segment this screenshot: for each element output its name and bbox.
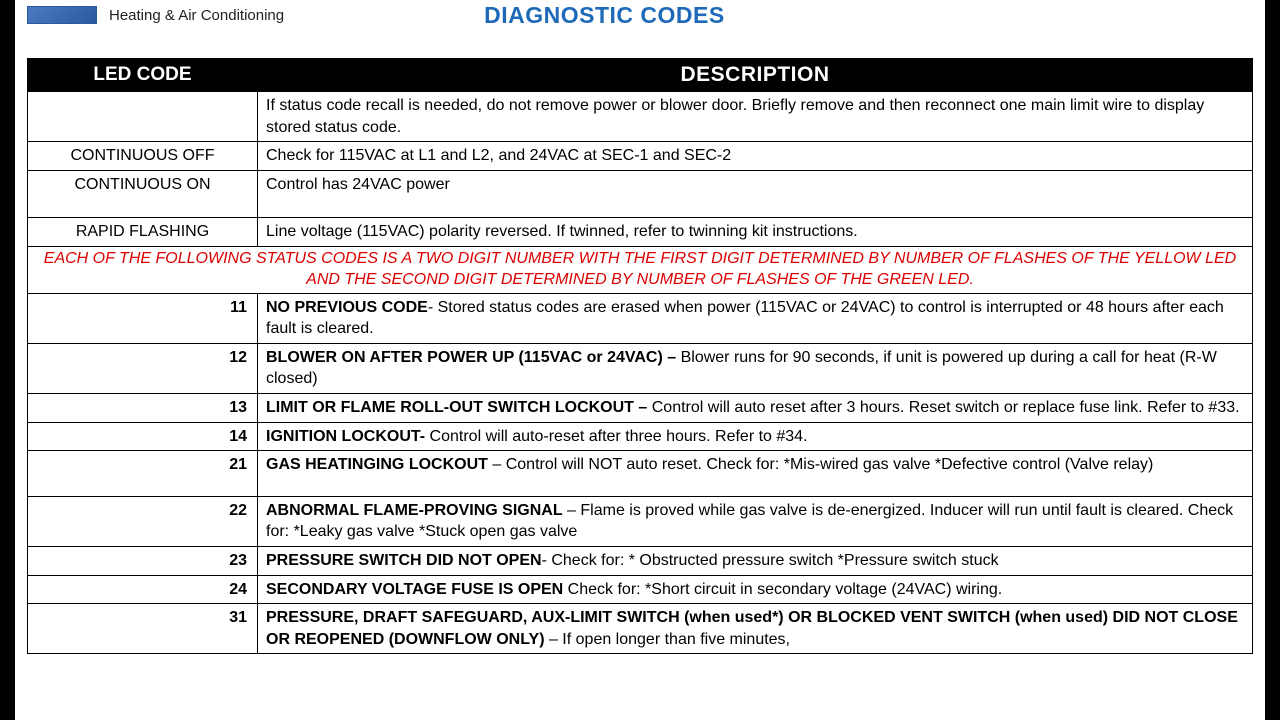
- led-code-cell: 11: [28, 293, 258, 343]
- code-detail: Control will auto reset after 3 hours. R…: [647, 399, 1239, 416]
- code-title: BLOWER ON AFTER POWER UP (115VAC or 24VA…: [266, 349, 676, 366]
- description-cell: GAS HEATINGING LOCKOUT – Control will NO…: [258, 451, 1253, 497]
- code-title: NO PREVIOUS CODE: [266, 299, 428, 316]
- description-cell: SECONDARY VOLTAGE FUSE IS OPEN Check for…: [258, 575, 1253, 604]
- table-row: 21GAS HEATINGING LOCKOUT – Control will …: [28, 451, 1253, 497]
- description-cell: Control has 24VAC power: [258, 170, 1253, 218]
- page-title: DIAGNOSTIC CODES: [484, 2, 725, 29]
- diagnostic-codes-table: LED CODE DESCRIPTION If status code reca…: [27, 58, 1253, 654]
- description-cell: LIMIT OR FLAME ROLL-OUT SWITCH LOCKOUT –…: [258, 393, 1253, 422]
- header: Heating & Air Conditioning DIAGNOSTIC CO…: [27, 0, 1253, 30]
- table-header-row: LED CODE DESCRIPTION: [28, 59, 1253, 92]
- led-code-cell: 22: [28, 496, 258, 546]
- document-page: Heating & Air Conditioning DIAGNOSTIC CO…: [15, 0, 1265, 720]
- table-row: CONTINUOUS OFFCheck for 115VAC at L1 and…: [28, 142, 1253, 171]
- description-cell: NO PREVIOUS CODE- Stored status codes ar…: [258, 293, 1253, 343]
- led-code-cell: CONTINUOUS ON: [28, 170, 258, 218]
- code-detail: – If open longer than five minutes,: [545, 631, 790, 648]
- led-code-cell: 14: [28, 422, 258, 451]
- description-cell: BLOWER ON AFTER POWER UP (115VAC or 24VA…: [258, 343, 1253, 393]
- code-title: PRESSURE SWITCH DID NOT OPEN: [266, 552, 542, 569]
- table-row: 24SECONDARY VOLTAGE FUSE IS OPEN Check f…: [28, 575, 1253, 604]
- table-row: 14IGNITION LOCKOUT- Control will auto-re…: [28, 422, 1253, 451]
- table-row: If status code recall is needed, do not …: [28, 92, 1253, 142]
- code-detail: - Check for: * Obstructed pressure switc…: [542, 552, 999, 569]
- column-header-led-code: LED CODE: [28, 59, 258, 92]
- code-detail: – Control will NOT auto reset. Check for…: [488, 456, 1153, 473]
- red-note-text: EACH OF THE FOLLOWING STATUS CODES IS A …: [28, 246, 1253, 293]
- table-row: 13LIMIT OR FLAME ROLL-OUT SWITCH LOCKOUT…: [28, 393, 1253, 422]
- led-code-cell: 21: [28, 451, 258, 497]
- code-title: IGNITION LOCKOUT-: [266, 428, 425, 445]
- table-row: 12 BLOWER ON AFTER POWER UP (115VAC or 24…: [28, 343, 1253, 393]
- brand-tagline: Heating & Air Conditioning: [109, 7, 284, 24]
- red-note-row: EACH OF THE FOLLOWING STATUS CODES IS A …: [28, 246, 1253, 293]
- description-cell: PRESSURE, DRAFT SAFEGUARD, AUX-LIMIT SWI…: [258, 604, 1253, 654]
- code-title: LIMIT OR FLAME ROLL-OUT SWITCH LOCKOUT –: [266, 399, 647, 416]
- table-row: CONTINUOUS ONControl has 24VAC power: [28, 170, 1253, 218]
- led-code-cell: 23: [28, 546, 258, 575]
- code-title: GAS HEATINGING LOCKOUT: [266, 456, 488, 473]
- description-cell: If status code recall is needed, do not …: [258, 92, 1253, 142]
- led-code-cell: [28, 92, 258, 142]
- led-code-cell: 12: [28, 343, 258, 393]
- table-row: 11NO PREVIOUS CODE- Stored status codes …: [28, 293, 1253, 343]
- led-code-cell: RAPID FLASHING: [28, 218, 258, 247]
- table-row: RAPID FLASHINGLine voltage (115VAC) pola…: [28, 218, 1253, 247]
- led-code-cell: 24: [28, 575, 258, 604]
- led-code-cell: 13: [28, 393, 258, 422]
- table-row: 31PRESSURE, DRAFT SAFEGUARD, AUX-LIMIT S…: [28, 604, 1253, 654]
- table-row: 23PRESSURE SWITCH DID NOT OPEN- Check fo…: [28, 546, 1253, 575]
- table-row: 22ABNORMAL FLAME-PROVING SIGNAL – Flame …: [28, 496, 1253, 546]
- description-cell: PRESSURE SWITCH DID NOT OPEN- Check for:…: [258, 546, 1253, 575]
- column-header-description: DESCRIPTION: [258, 59, 1253, 92]
- code-title: ABNORMAL FLAME-PROVING SIGNAL: [266, 502, 563, 519]
- code-detail: Check for: *Short circuit in secondary v…: [563, 581, 1002, 598]
- brand-logo-icon: [27, 6, 97, 24]
- description-cell: Check for 115VAC at L1 and L2, and 24VAC…: [258, 142, 1253, 171]
- description-cell: IGNITION LOCKOUT- Control will auto-rese…: [258, 422, 1253, 451]
- description-cell: Line voltage (115VAC) polarity reversed.…: [258, 218, 1253, 247]
- description-cell: ABNORMAL FLAME-PROVING SIGNAL – Flame is…: [258, 496, 1253, 546]
- led-code-cell: 31: [28, 604, 258, 654]
- led-code-cell: CONTINUOUS OFF: [28, 142, 258, 171]
- code-title: SECONDARY VOLTAGE FUSE IS OPEN: [266, 581, 563, 598]
- code-detail: Control will auto-reset after three hour…: [425, 428, 807, 445]
